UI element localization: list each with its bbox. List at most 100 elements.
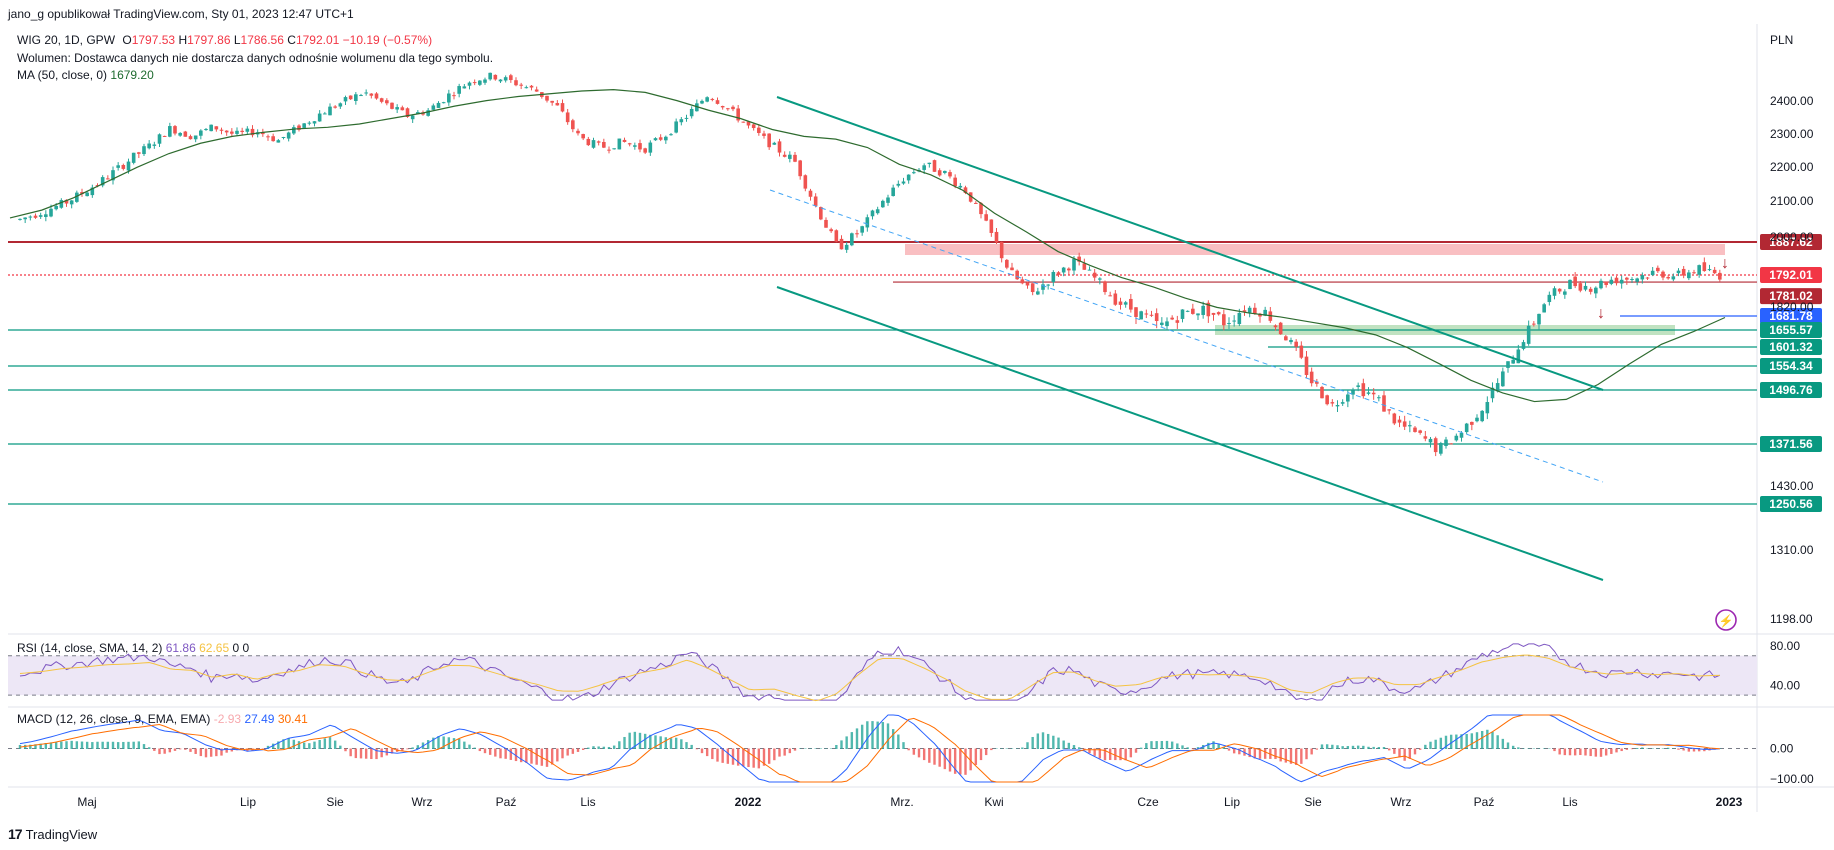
candle-body [348, 95, 353, 100]
macd-hist-bar [147, 747, 151, 749]
candle-body [622, 139, 627, 142]
macd-hist-bar [426, 740, 430, 749]
macd-hist-bar [1310, 748, 1313, 755]
candle-body [571, 120, 575, 130]
macd-hist-bar [1139, 747, 1143, 749]
footer[interactable]: 17 TradingView [8, 826, 97, 842]
candle-body [400, 107, 405, 111]
macd-hist-bar [1062, 740, 1065, 749]
candle-body [1408, 425, 1412, 427]
macd-hist-bar [1284, 748, 1288, 763]
candle-body [116, 165, 120, 168]
macd-hist-bar [1377, 747, 1381, 749]
candle-body [1005, 259, 1009, 268]
price-box-label: 1496.76 [1769, 383, 1813, 397]
macd-hist-bar [628, 732, 631, 749]
candle-body [302, 123, 306, 128]
macd-hist-bar [49, 742, 53, 749]
candle-body [875, 209, 880, 214]
macd-hist-bar [499, 748, 502, 759]
macd-hist-bar [1320, 744, 1324, 749]
candle-body [1315, 381, 1319, 384]
volume-note[interactable]: Wolumen: Dostawca danych nie dostarcza d… [17, 51, 494, 65]
lightning-icon[interactable] [1715, 609, 1737, 631]
macd-hist-bar [266, 745, 270, 749]
candle-body [1614, 277, 1619, 284]
macd-hist-bar [1248, 748, 1251, 758]
channel-mid [769, 189, 1604, 483]
macd-hist-bar [1119, 748, 1122, 761]
candle-body [266, 136, 270, 138]
candle-body [1449, 443, 1453, 445]
macd-hist-bar [514, 748, 518, 762]
candle-body [1056, 272, 1061, 275]
candle-body [1377, 397, 1381, 399]
candle-body [1594, 287, 1598, 294]
symbol-legend[interactable]: WIG 20, 1D, GPW O1797.53 H1797.86 L1786.… [17, 33, 432, 47]
ma-legend-value: 1679.20 [110, 68, 154, 82]
candle-body [452, 95, 456, 97]
macd-hist-bar [690, 744, 693, 749]
candle-body [152, 144, 157, 146]
macd-hist-bar [452, 738, 456, 749]
macd-hist-bar [85, 741, 89, 749]
macd-hist-bar [788, 748, 792, 754]
macd-hist-bar [778, 748, 781, 757]
time-tick-label: Mrz. [890, 795, 913, 809]
candle-body [627, 143, 632, 145]
candle-body [281, 136, 286, 138]
macd-hist-bar [308, 743, 311, 749]
macd-legend[interactable]: MACD (12, 26, close, 9, EMA, EMA) -2.93 … [17, 712, 308, 726]
price-box-label: 1655.57 [1769, 323, 1813, 337]
macd-hist-bar [1336, 745, 1339, 749]
candle-body [462, 86, 467, 89]
candle-body [1278, 322, 1283, 335]
macd-hist-bar [969, 748, 972, 771]
candle-body [131, 152, 136, 163]
candle-body [457, 86, 461, 94]
macd-hist-bar [912, 748, 916, 755]
candle-body [1583, 285, 1588, 290]
candle-body [75, 192, 79, 202]
candle-body [974, 202, 978, 204]
candle-body [906, 174, 911, 181]
candle-body [1201, 305, 1205, 315]
candle-body [204, 129, 208, 131]
candle-body [111, 170, 115, 181]
candle-body [1366, 392, 1371, 394]
macd-hist-bar [1351, 745, 1355, 749]
candle-body [1619, 279, 1624, 284]
price-box-label: 1601.32 [1769, 340, 1813, 354]
candle-body [1382, 395, 1386, 412]
symbol-name[interactable]: WIG 20, 1D, GPW [17, 33, 116, 47]
macd-hist-bar [680, 739, 683, 749]
candle-body [958, 185, 963, 188]
candle-body [1661, 271, 1665, 278]
arrow-down-icon: ↓ [1721, 255, 1729, 272]
candle-body [695, 103, 699, 112]
ma-legend[interactable]: MA (50, close, 0) 1679.20 [17, 68, 154, 82]
candle-body [1687, 272, 1691, 279]
candle-body [1418, 430, 1422, 433]
candle-body [860, 226, 864, 233]
macd-hist-bar [1232, 748, 1236, 754]
macd-hist-bar [1093, 748, 1096, 756]
macd-hist-bar [483, 748, 487, 754]
time-axis[interactable]: Maj Lip Sie Wrz Paź Lis 2022 Mrz. Kwi Cze Lip Sie Wr… [77, 795, 1742, 809]
macd-hist-bar [1356, 745, 1360, 749]
candle-body [1573, 276, 1577, 287]
macd-hist-bar [127, 741, 130, 749]
candle-body [410, 115, 415, 120]
price-box-label: 1250.56 [1769, 497, 1813, 511]
macd-hist-bar [576, 748, 580, 752]
macd-hist-bar [1300, 748, 1303, 764]
candles-layer [18, 72, 1722, 457]
macd-hist-bar [287, 738, 290, 749]
candle-body [1346, 394, 1350, 402]
rsi-legend[interactable]: RSI (14, close, SMA, 14, 2) 61.86 62.65 … [17, 641, 249, 655]
macd-hist-bar [747, 748, 750, 768]
macd-value-1: -2.93 [213, 712, 242, 726]
candle-body [1563, 291, 1567, 295]
